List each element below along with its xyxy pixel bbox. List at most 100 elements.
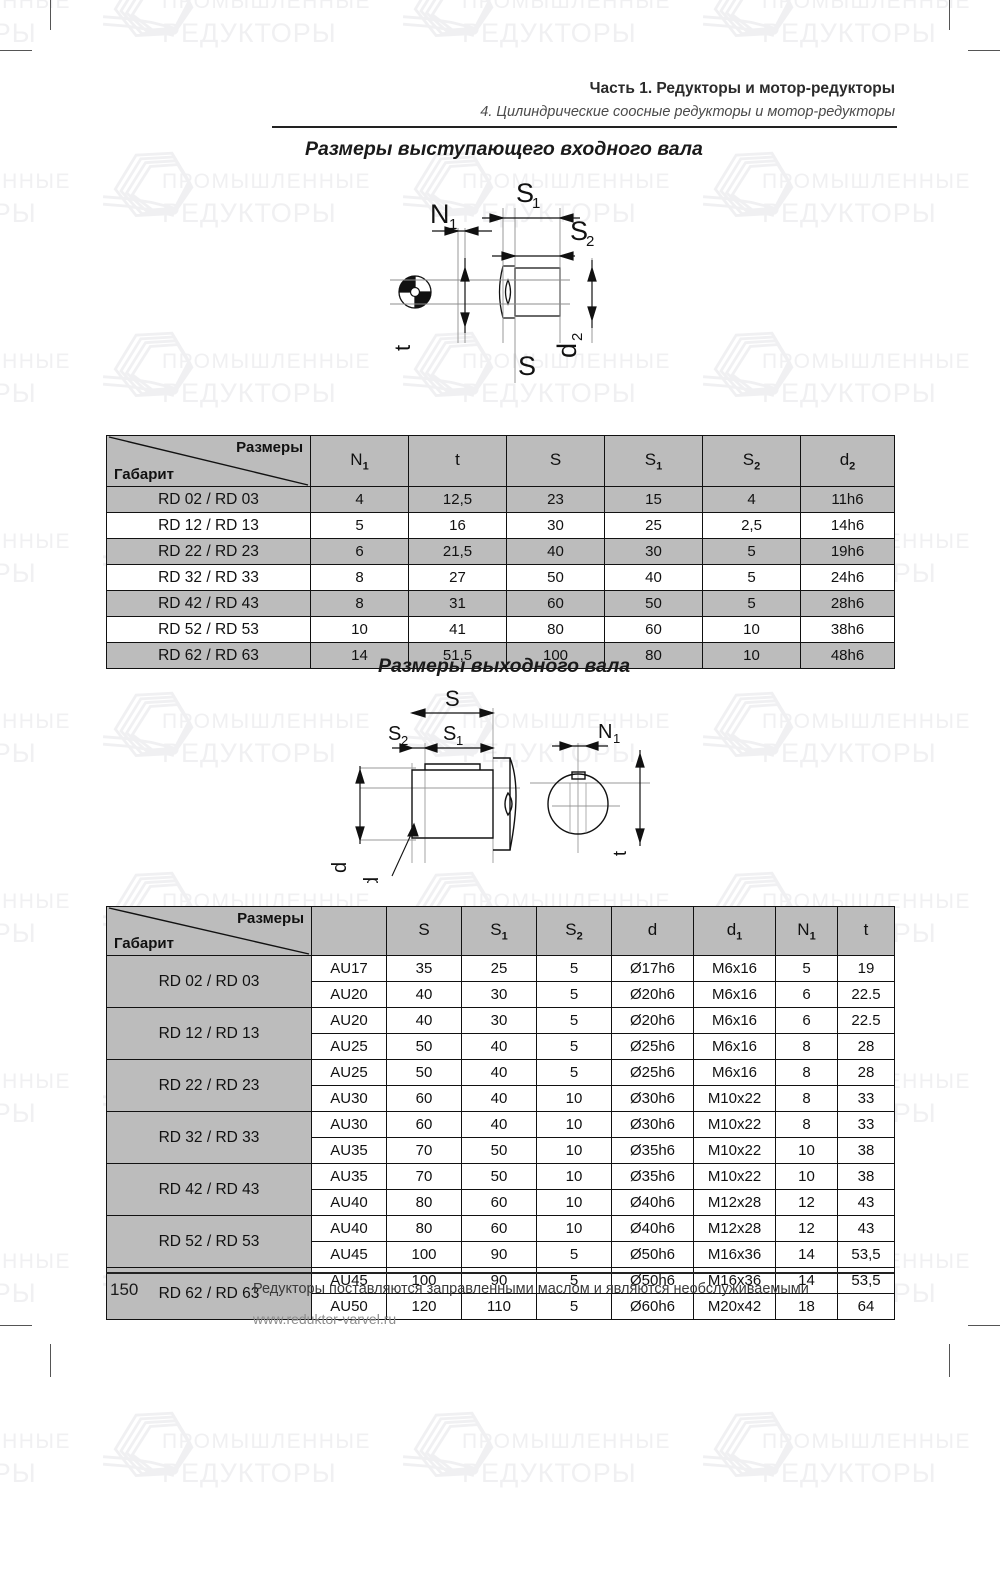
svg-text:S: S [445,688,460,711]
crop-mark-br-h [968,1325,1000,1326]
col-header-N1: N1 [310,435,409,487]
svg-text:N: N [598,721,612,743]
cell-value: 100 [386,1241,462,1268]
svg-text:S: S [388,723,401,745]
col-header-S: S [506,435,605,487]
cell-value: 10 [536,1111,612,1138]
cell-value: 80 [386,1189,462,1216]
table-row: AU50 120 110 5 Ø60h6 M20x42 18 64 [107,1293,895,1320]
cell-value: AU25 [311,1033,387,1060]
cell-value: 80 [506,616,605,643]
crop-mark-tr-h [968,50,1000,51]
cell-value: Ø40h6 [611,1189,694,1216]
cell-value: 28 [837,1033,895,1060]
cell-value: Ø25h6 [611,1059,694,1086]
svg-text:S: S [518,351,536,381]
col-header-shafttype [311,906,387,956]
output-shaft-drawing: S S2 S1 N1 d d 1 t [329,686,680,899]
cell-value: AU40 [311,1215,387,1242]
cell-value: 64 [837,1293,895,1320]
cell-value: 28 [837,1059,895,1086]
cell-value: Ø17h6 [611,955,694,982]
cell-value: 40 [461,1085,537,1112]
table-header-row: Размеры Габарит N1 t S S1 S2 d2 [106,435,895,487]
cell-value: 60 [386,1085,462,1112]
cell-value: M6x16 [693,1059,776,1086]
row-size-label: RD 02 / RD 03 [106,486,311,513]
cell-value: AU40 [311,1189,387,1216]
cell-value: 12,5 [408,486,507,513]
svg-text:d: d [361,877,383,883]
col-header-S1: S1 [604,435,703,487]
row-size-label: RD 32 / RD 33 [106,1111,312,1164]
cell-value: 25 [604,512,703,539]
table-row: RD 52 / RD 53 AU40 80 60 10 Ø40h6 M12x28 12 43 [106,1215,895,1268]
cell-value: 5 [536,1033,612,1060]
cell-value: M6x16 [693,981,776,1008]
cell-value: 25 [461,955,537,982]
corner-header-cell: Размеры Габарит [106,906,312,956]
cell-value: 10 [536,1215,612,1242]
cell-value: 30 [506,512,605,539]
cell-value: 14 [310,642,409,669]
cell-value: 51,5 [408,642,507,669]
cell-value: 23 [506,486,605,513]
cell-value: 19 [837,955,895,982]
cell-value: 70 [386,1163,462,1190]
cell-value: 40 [386,981,462,1008]
col-header-S2: S2 [536,906,612,956]
cell-value: 14 [775,1241,838,1268]
header-rule [272,126,897,128]
cell-value: 10 [536,1163,612,1190]
cell-value: 90 [461,1241,537,1268]
cell-value: 41 [408,616,507,643]
cell-value: 33 [837,1111,895,1138]
svg-text:N: N [430,199,450,229]
cell-value: 5 [702,564,801,591]
cell-value: 40 [386,1007,462,1034]
table-row: RD 52 / RD 53 10 41 80 60 10 38h6 [106,616,895,643]
col-header-S2: S2 [702,435,801,487]
section-title-output-shaft: Размеры выходного вала [378,655,631,677]
cell-value: 10 [310,616,409,643]
cell-value: 43 [837,1189,895,1216]
cell-value: 50 [506,564,605,591]
cell-value: 18 [775,1293,838,1320]
cell-value: 5 [702,590,801,617]
cell-value: 5 [536,1267,612,1294]
table-row: RD 22 / RD 23 AU25 50 40 5 Ø25h6 M6x16 8 28 [106,1059,895,1112]
cell-value: AU30 [311,1085,387,1112]
cell-value: Ø50h6 [611,1241,694,1268]
cell-value: AU20 [311,1007,387,1034]
cell-value: 120 [386,1293,462,1320]
col-header-t: t [408,435,507,487]
cell-value: Ø30h6 [611,1111,694,1138]
cell-value: 50 [386,1059,462,1086]
footer-note: Редукторы поставляются заправленными мас… [253,1281,809,1297]
cell-value: 10 [536,1137,612,1164]
cell-value: 70 [386,1137,462,1164]
cell-value: Ø40h6 [611,1215,694,1242]
cell-value: 10 [702,642,801,669]
row-size-label: RD 22 / RD 23 [106,1059,312,1112]
cell-value: 24h6 [800,564,895,591]
cell-value: 5 [536,1059,612,1086]
row-size-label: RD 42 / RD 43 [106,590,311,617]
cell-value: Ø50h6 [611,1267,694,1294]
cell-value: 10 [775,1137,838,1164]
footer-url[interactable]: www.reduktor-varvel.ru [253,1311,397,1327]
table-row: AU35 70 50 10 Ø35h6 M10x22 10 38 [107,1137,895,1164]
running-header-part: Часть 1. Редукторы и мотор-редукторы [589,80,895,97]
cell-value: 8 [775,1033,838,1060]
svg-text:1: 1 [613,731,620,746]
cell-value: 8 [775,1059,838,1086]
cell-value: M16x36 [693,1241,776,1268]
svg-text:S: S [443,723,456,745]
cell-value: M6x16 [693,1033,776,1060]
cell-value: 80 [386,1215,462,1242]
cell-value: 110 [461,1293,537,1320]
table-row: RD 22 / RD 23 6 21,5 40 30 5 19h6 [106,538,895,565]
col-header-N1: N1 [775,906,838,956]
crop-mark-tl-h [0,50,32,51]
input-shaft-table: Размеры Габарит N1 t S S1 S2 d2 RD 02 / … [106,435,895,669]
